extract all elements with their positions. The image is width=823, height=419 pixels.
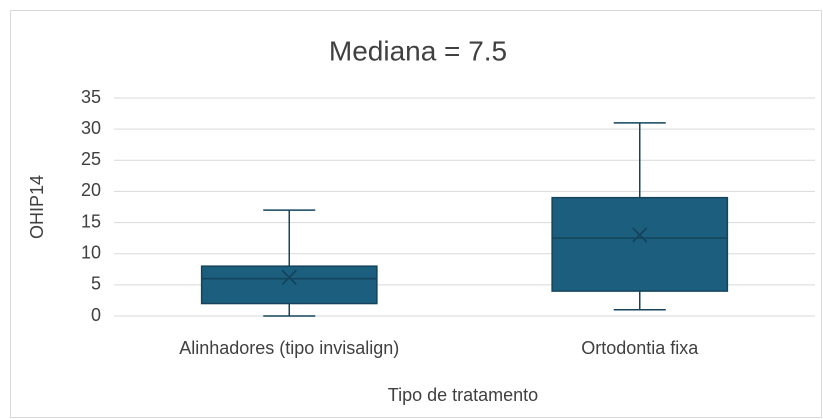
y-axis-label: OHIP14 <box>27 175 47 239</box>
y-tick-label: 20 <box>81 180 101 200</box>
x-tick-label: Alinhadores (tipo invisalign) <box>179 338 399 358</box>
mean-marker <box>281 269 297 286</box>
x-axis-label: Tipo de tratamento <box>388 385 538 405</box>
y-tick-label: 10 <box>81 242 101 262</box>
x-tick-label: Ortodontia fixa <box>581 338 699 358</box>
mean-marker <box>632 227 648 243</box>
chart-title: Mediana = 7.5 <box>329 35 507 66</box>
y-tick-label: 30 <box>81 118 101 138</box>
box <box>200 265 378 305</box>
y-tick-label: 0 <box>91 305 101 325</box>
y-tick-label: 25 <box>81 149 101 169</box>
y-tick-label: 15 <box>81 211 101 231</box>
y-tick-label: 35 <box>81 87 101 107</box>
box <box>551 196 729 292</box>
y-tick-label: 5 <box>91 274 101 294</box>
